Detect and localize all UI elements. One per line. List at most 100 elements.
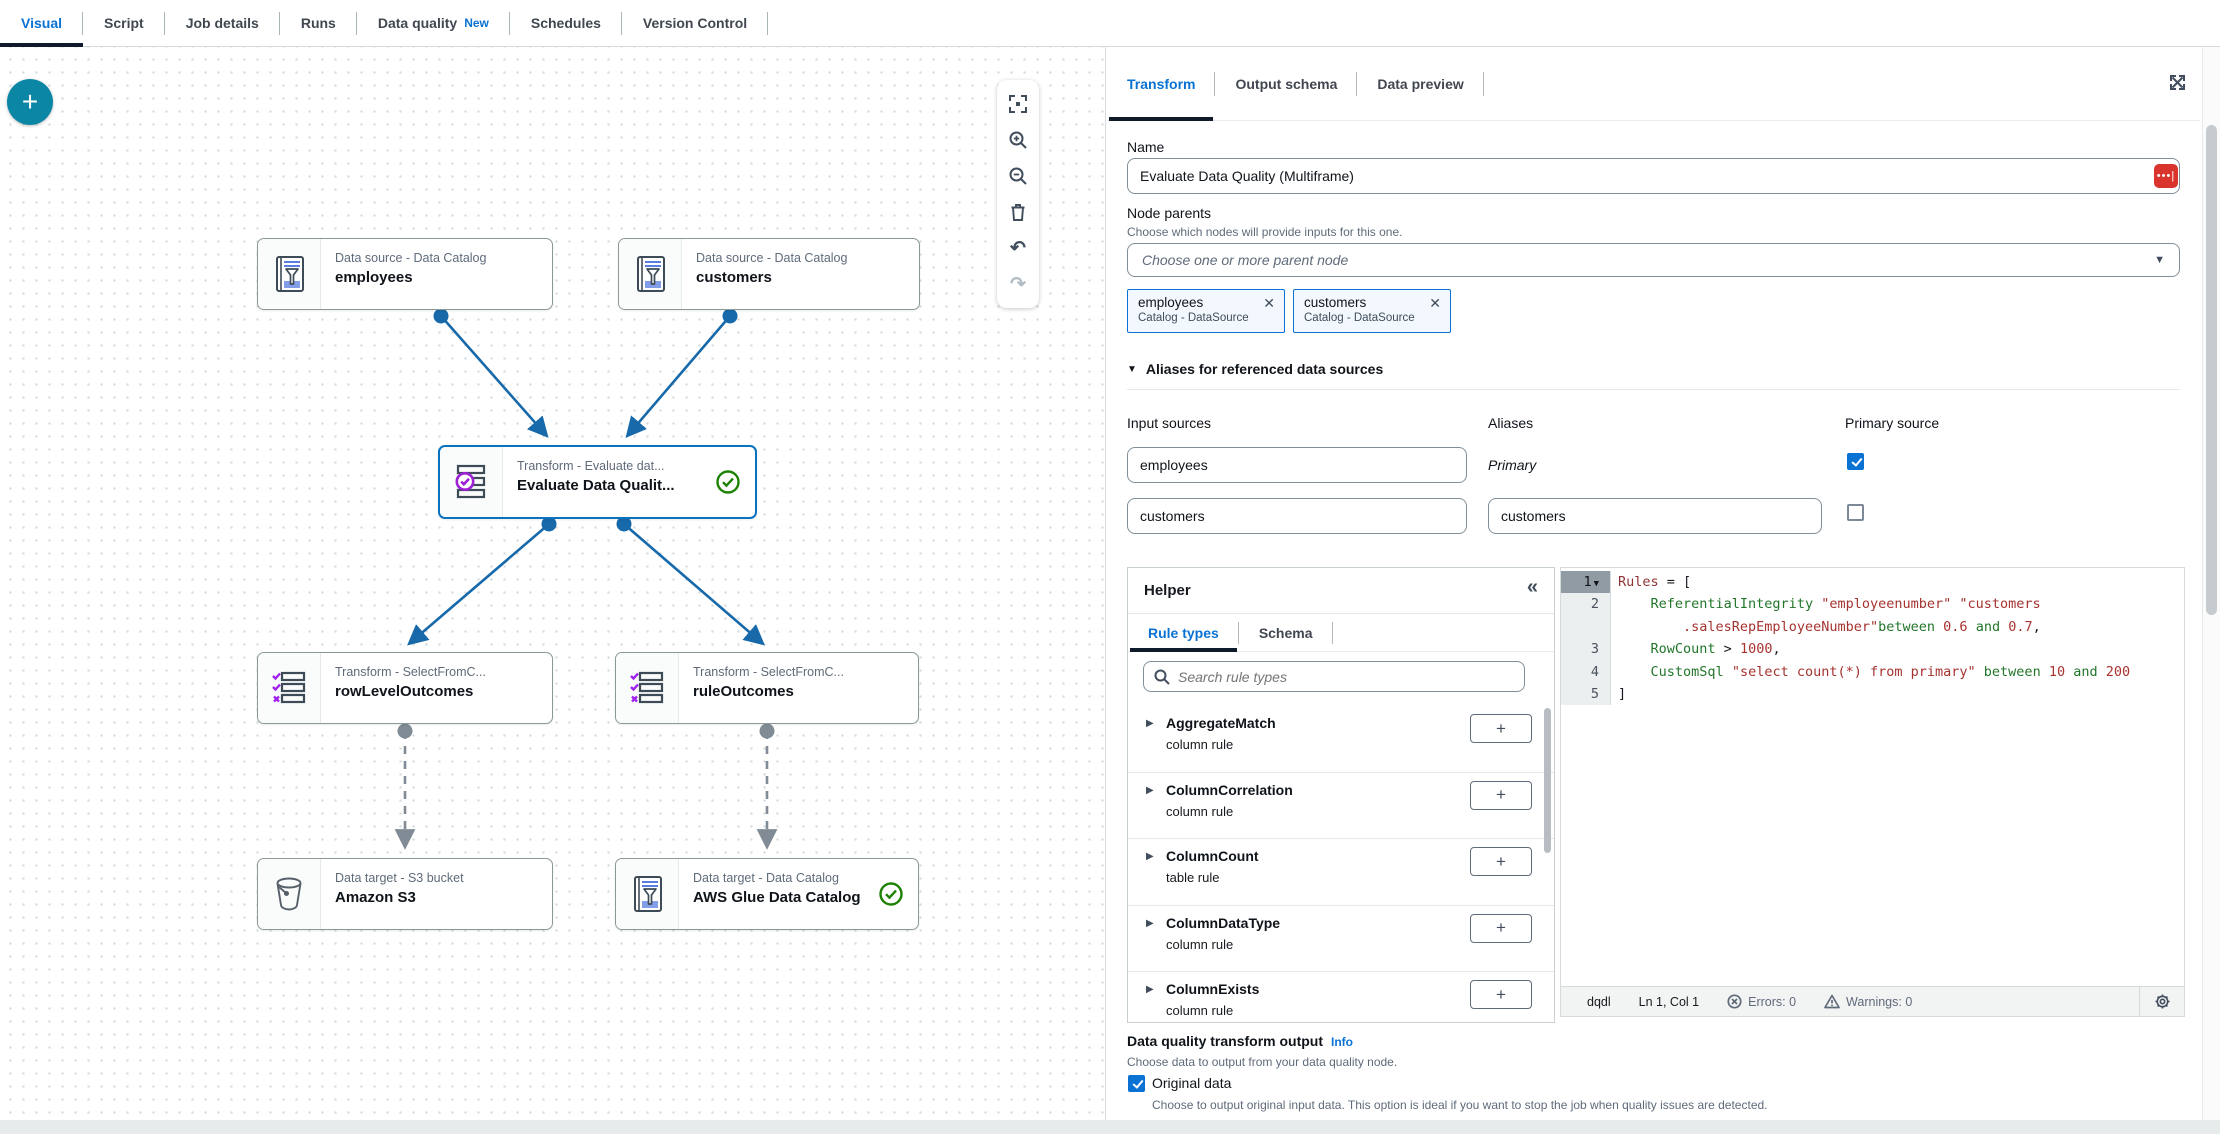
rule-type-ColumnCorrelation: ▶ ColumnCorrelation column rule +: [1128, 773, 1554, 839]
input-source-field-employees[interactable]: [1127, 447, 1467, 483]
code-fold-icon[interactable]: ▼: [1593, 579, 1599, 589]
node-type-label: Transform - Evaluate dat...: [517, 459, 665, 473]
chip-type-label: Catalog - DataSource: [1138, 312, 1249, 324]
add-rule-button[interactable]: +: [1470, 714, 1532, 743]
expand-rule-icon[interactable]: ▶: [1146, 917, 1154, 929]
zoom-out-icon: [1008, 166, 1028, 186]
name-input[interactable]: [1127, 158, 2180, 194]
tab-data-quality[interactable]: Data quality New: [357, 0, 510, 46]
section-divider: [1127, 389, 2180, 390]
node-evaluate-data-quality[interactable]: Transform - Evaluate dat... Evaluate Data…: [438, 445, 757, 519]
panel-tab-label: Transform: [1127, 75, 1196, 92]
rule-category: column rule: [1166, 936, 1234, 952]
line-number: 3: [1561, 638, 1611, 661]
helper-tab-rule-types[interactable]: Rule types: [1128, 614, 1239, 652]
parent-node-select[interactable]: Choose one or more parent node ▼: [1127, 243, 2180, 277]
rule-name: ColumnCount: [1166, 848, 1259, 864]
remove-chip-icon[interactable]: ✕: [1263, 295, 1275, 311]
tab-separator: [163, 12, 165, 35]
tab-separator: [620, 12, 622, 35]
node-aws-glue-data-catalog[interactable]: Data target - Data Catalog AWS Glue Data …: [615, 858, 919, 930]
zoom-in-button[interactable]: [1000, 122, 1036, 158]
tab-runs[interactable]: Runs: [280, 0, 357, 46]
collapse-helper-icon[interactable]: «: [1526, 576, 1538, 598]
add-rule-button[interactable]: +: [1470, 780, 1532, 810]
original-data-checkbox[interactable]: [1128, 1075, 1145, 1092]
add-rule-button[interactable]: +: [1470, 847, 1532, 876]
info-link[interactable]: Info: [1331, 1035, 1354, 1049]
add-rule-button[interactable]: +: [1470, 980, 1532, 1009]
tab-label: Data quality: [377, 15, 458, 31]
expand-rule-icon[interactable]: ▶: [1146, 984, 1154, 995]
output-section-title: Data quality transform output: [1127, 1033, 1324, 1049]
node-rowLevelOutcomes[interactable]: Transform - SelectFromC... rowLevelOutcom…: [257, 652, 553, 724]
job-editor-tab-bar: Visual Script Job details Runs Data quality N…: [0, 0, 2220, 47]
tab-label: Visual: [21, 15, 62, 31]
tab-job-details[interactable]: Job details: [165, 0, 280, 46]
node-text: Data source - Data Catalog customers: [682, 239, 859, 309]
input-source-field-customers[interactable]: [1127, 498, 1467, 534]
redo-button[interactable]: ↷: [1000, 266, 1036, 302]
rule-name: ColumnDataType: [1166, 914, 1281, 931]
panel-tab-output-schema[interactable]: Output schema: [1215, 47, 1358, 120]
node-amazon-s3[interactable]: Data target - S3 bucket Amazon S3: [257, 858, 553, 930]
node-customers[interactable]: Data source - Data Catalog customers: [618, 238, 920, 310]
tab-schedules[interactable]: Schedules: [510, 0, 622, 46]
expand-rule-icon[interactable]: ▶: [1146, 718, 1154, 729]
data-catalog-icon: [619, 239, 682, 309]
line-number: 5: [1561, 682, 1611, 706]
node-name-label: Amazon S3: [335, 889, 416, 906]
tab-separator: [1356, 72, 1358, 96]
helper-scrollbar-thumb[interactable]: [1544, 708, 1551, 853]
undo-button[interactable]: ↶: [1000, 230, 1036, 266]
chip-name: customers: [1304, 295, 1367, 310]
tab-label: Version Control: [642, 15, 748, 31]
dqdl-rules-editor[interactable]: 1 ▼ Rules = [2 ReferentialIntegrity "emplo…: [1560, 567, 2185, 1017]
tab-label: Schedules: [530, 15, 601, 31]
editor-settings-button[interactable]: [2139, 986, 2184, 1017]
delete-button[interactable]: [1000, 194, 1036, 230]
aliases-section-header[interactable]: ▼ Aliases for referenced data sources: [1127, 361, 1383, 377]
fit-to-screen-button[interactable]: [1000, 86, 1036, 122]
code-line: 1 ▼ Rules = [: [1561, 571, 2184, 594]
helper-tab-label: Schema: [1258, 624, 1313, 641]
visual-job-canvas[interactable]: Data source - Data Catalog employees Data …: [0, 47, 1106, 1120]
expand-rule-icon[interactable]: ▶: [1146, 784, 1154, 796]
remove-chip-icon[interactable]: ✕: [1429, 295, 1441, 311]
add-node-button[interactable]: +: [7, 79, 53, 125]
undo-icon: ↶: [1010, 237, 1026, 259]
add-rule-button[interactable]: +: [1470, 913, 1532, 943]
code-text: .salesRepEmployeeNumber"between 0.6 and …: [1683, 618, 2041, 635]
data-catalog-icon: [258, 239, 321, 309]
line-number: 1 ▼: [1561, 571, 1611, 594]
code-text: Rules = [: [1618, 574, 1692, 590]
alias-field-customers[interactable]: [1488, 498, 1822, 534]
section-collapse-icon: ▼: [1127, 363, 1137, 375]
node-ruleOutcomes[interactable]: Transform - SelectFromC... ruleOutcomes: [615, 652, 919, 724]
panel-scrollbar-thumb[interactable]: [2206, 125, 2217, 615]
select-from-collection-icon: [258, 653, 321, 723]
node-employees[interactable]: Data source - Data Catalog employees: [257, 238, 553, 310]
primary-source-checkbox-employees[interactable]: [1847, 453, 1864, 470]
tab-script[interactable]: Script: [83, 0, 165, 46]
expand-panel-icon[interactable]: [2168, 73, 2187, 92]
tab-separator: [767, 12, 769, 35]
primary-source-checkbox-customers[interactable]: [1847, 504, 1864, 521]
node-text: Data target - S3 bucket Amazon S3: [321, 859, 476, 929]
zoom-out-button[interactable]: [1000, 158, 1036, 194]
expand-rule-icon[interactable]: ▶: [1146, 851, 1154, 862]
warning-icon: [1824, 994, 1840, 1009]
panel-tab-data-preview[interactable]: Data preview: [1357, 47, 1484, 120]
tab-version-control[interactable]: Version Control: [622, 0, 769, 46]
helper-tab-schema[interactable]: Schema: [1239, 614, 1333, 651]
password-manager-extension-icon[interactable]: •••|: [2154, 164, 2178, 188]
panel-tab-transform[interactable]: Transform: [1107, 47, 1216, 121]
rule-search-box: [1143, 661, 1525, 692]
canvas-toolbar: ↶ ↷: [997, 80, 1039, 308]
tab-visual[interactable]: Visual: [0, 0, 83, 47]
search-rule-types-input[interactable]: [1178, 668, 1514, 685]
tab-separator: [1214, 72, 1216, 96]
zoom-in-icon: [1008, 130, 1028, 150]
rule-category: table rule: [1166, 870, 1220, 885]
column-header-input-sources: Input sources: [1127, 415, 1212, 431]
